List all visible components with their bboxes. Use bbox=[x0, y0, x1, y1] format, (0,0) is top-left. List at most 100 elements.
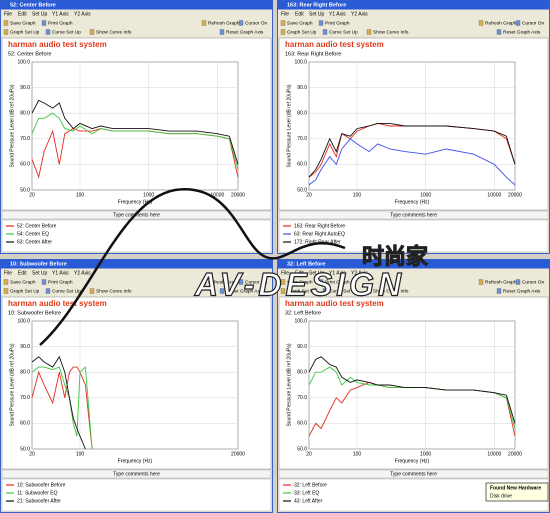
toolbar-icon bbox=[366, 29, 372, 35]
x-tick-label: 10000 bbox=[487, 451, 501, 457]
toolbar-icon bbox=[238, 20, 244, 26]
watermark-chinese: 时尚家 bbox=[362, 244, 429, 269]
toolbar-button: Curve Set Up bbox=[329, 288, 358, 294]
x-tick-label: 1000 bbox=[420, 451, 431, 457]
menu-item: Y1 Axis bbox=[52, 270, 69, 276]
toolbar-icon bbox=[3, 29, 9, 35]
data-line bbox=[31, 366, 93, 450]
comments: Type comments here bbox=[390, 212, 437, 218]
toolbar-icon bbox=[515, 20, 521, 26]
toolbar-icon bbox=[41, 279, 47, 285]
menu-item: Edit bbox=[18, 11, 27, 17]
toolbar-icon bbox=[478, 279, 484, 285]
toolbar-icon bbox=[318, 20, 324, 26]
chart-subtitle: 10: Subwoofer Before bbox=[8, 310, 61, 316]
y-tick-label: 60.0 bbox=[297, 162, 307, 168]
y-tick-label: 70.0 bbox=[297, 395, 307, 401]
toolbar-button: Cursor On bbox=[522, 20, 544, 26]
comments-bar bbox=[1, 469, 272, 479]
menu-item: Edit bbox=[18, 270, 27, 276]
data-line bbox=[31, 99, 239, 165]
menu-item: Set Up bbox=[32, 11, 48, 17]
window: 32: Left Before File Edit Set Up Y1 Axis Y2 A… bbox=[277, 259, 550, 513]
chart-subtitle: 163: Rear Right Before bbox=[285, 51, 341, 57]
data-line bbox=[308, 356, 516, 424]
toolbar-button: Reset Graph Axis bbox=[503, 29, 541, 35]
notification-box bbox=[485, 482, 549, 502]
legend bbox=[1, 478, 272, 512]
legend-label: 63: Center After bbox=[17, 239, 52, 245]
toolbar-button: Print Graph bbox=[325, 20, 350, 26]
toolbar-button: Reset Graph Axis bbox=[503, 288, 541, 294]
watermark: 时尚家 AV-DESIGN bbox=[39, 188, 429, 346]
toolbar-button: Save Graph bbox=[287, 20, 313, 26]
y-tick-label: 90.0 bbox=[20, 85, 30, 91]
title-bar bbox=[277, 259, 550, 269]
legend-label: 63: Rear Right AutoEQ bbox=[294, 231, 345, 237]
x-tick-label: 100 bbox=[76, 192, 85, 198]
toolbar-icon bbox=[280, 29, 286, 35]
chart-subtitle: 52: Center Before bbox=[8, 51, 51, 57]
y-tick-label: 100.0 bbox=[294, 318, 307, 324]
legend-label: 11: Subwoofer EQ bbox=[17, 490, 58, 496]
toolbar-button: Refresh Graph bbox=[208, 279, 240, 285]
x-axis-label: Frequency (Hz) bbox=[395, 199, 430, 205]
toolbar-icon bbox=[45, 288, 51, 294]
menu-item: Edit bbox=[295, 270, 304, 276]
menu-item: File bbox=[4, 11, 12, 17]
x-tick-label: 20000 bbox=[508, 451, 522, 457]
y-tick-label: 100.0 bbox=[294, 59, 307, 65]
menu-item: Y2 Axis bbox=[351, 270, 368, 276]
menu-item: Set Up bbox=[309, 11, 325, 17]
toolbar-icon bbox=[219, 29, 225, 35]
toolbar-icon bbox=[322, 288, 328, 294]
legend-label: 43: Left After bbox=[294, 498, 323, 504]
toolbar-icon bbox=[238, 279, 244, 285]
chart-title: harman audio test system bbox=[8, 299, 107, 308]
toolbar-button: Cursor On bbox=[245, 20, 267, 26]
plot-area bbox=[308, 320, 516, 450]
chart-title: harman audio test system bbox=[8, 40, 107, 49]
toolbar-button: Show Curve Info bbox=[373, 29, 409, 35]
legend-label: 33: Left EQ bbox=[294, 490, 319, 496]
y-tick-label: 60.0 bbox=[20, 162, 30, 168]
y-tick-label: 80.0 bbox=[20, 111, 30, 117]
chart-title: harman audio test system bbox=[285, 40, 384, 49]
legend-label: 10: Subwoofer Before bbox=[17, 482, 66, 488]
legend-label: 163: Rear Right Before bbox=[294, 223, 345, 229]
y-tick-label: 90.0 bbox=[297, 344, 307, 350]
legend-label: 32: Left Before bbox=[294, 482, 327, 488]
notification-text: Disk drive bbox=[490, 493, 512, 499]
toolbar-icon bbox=[201, 279, 207, 285]
watermark-brand: AV-DESIGN bbox=[194, 266, 405, 302]
y-axis-label: Sound Pressure Level (dB ref 20uPa) bbox=[9, 84, 15, 167]
comments: Type comments here bbox=[113, 471, 160, 477]
y-tick-label: 50.0 bbox=[297, 446, 307, 452]
x-tick-label: 20 bbox=[306, 192, 312, 198]
menu-item: File bbox=[281, 270, 289, 276]
plot-area bbox=[31, 61, 239, 191]
toolbar-icon bbox=[322, 29, 328, 35]
legend bbox=[278, 219, 549, 253]
comments: Type comments here bbox=[113, 212, 160, 218]
menu-item: Y1 Axis bbox=[52, 11, 69, 17]
title-bar bbox=[0, 259, 273, 269]
toolbar-button: Reset Graph Axis bbox=[226, 288, 264, 294]
legend-label: 54: Center EQ bbox=[17, 231, 49, 237]
toolbar-icon bbox=[515, 279, 521, 285]
menu-item: Y2 Axis bbox=[74, 270, 91, 276]
toolbar-icon bbox=[3, 20, 9, 26]
menu-item: Edit bbox=[295, 11, 304, 17]
notification-title: Found New Hardware bbox=[490, 485, 541, 491]
legend-label: 21: Subwoofer After bbox=[17, 498, 61, 504]
y-tick-label: 90.0 bbox=[20, 344, 30, 350]
toolbar-button: Show Curve Info bbox=[373, 288, 409, 294]
y-tick-label: 50.0 bbox=[20, 187, 30, 193]
toolbar-icon bbox=[3, 288, 9, 294]
window: 163: Rear Right Before File Edit Set Up Y1 A… bbox=[277, 0, 550, 254]
chart-subtitle: 32: Left Before bbox=[285, 310, 321, 316]
toolbar-icon bbox=[89, 288, 95, 294]
toolbar-button: Graph Set Up bbox=[287, 288, 317, 294]
menu-item: Set Up bbox=[309, 270, 325, 276]
data-line bbox=[308, 122, 516, 178]
